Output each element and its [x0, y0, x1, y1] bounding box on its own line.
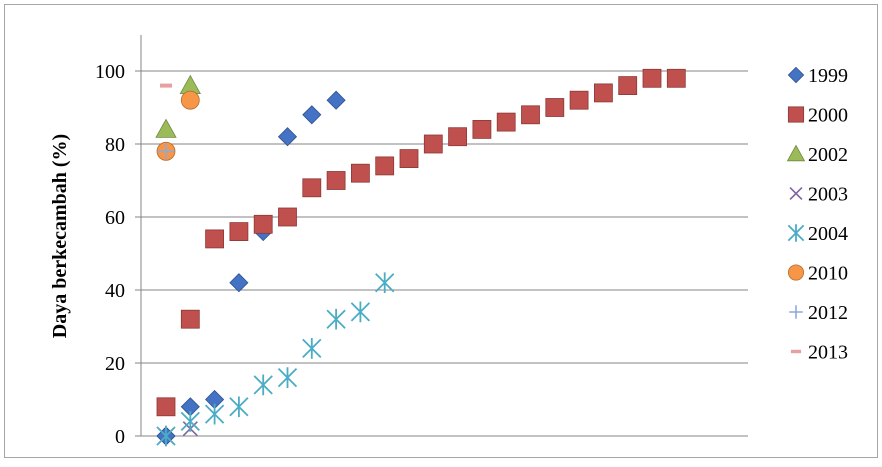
legend-marker-1999: [787, 66, 805, 84]
legend-item-2012: 2012: [789, 302, 848, 324]
point-2004-7: [302, 338, 322, 359]
legend-item-2003: 2003: [789, 184, 848, 206]
y-tick-label: 20: [105, 353, 125, 375]
point-2004-8: [326, 308, 346, 330]
point-2004-4: [229, 396, 249, 418]
legend-marker-2010: [787, 264, 805, 281]
legend-label: 2013: [808, 342, 848, 364]
point-2000-16: [521, 105, 540, 125]
point-2004-10: [375, 272, 395, 294]
point-2000-2: [180, 309, 200, 329]
point-1999-8: [302, 105, 322, 125]
point-2004-1: [156, 425, 176, 447]
legend-item-2010: 2010: [787, 263, 848, 285]
point-2000-9: [350, 163, 370, 183]
y-tick-label: 60: [105, 207, 125, 229]
y-tick-label: 0: [115, 426, 125, 448]
legend-label: 2000: [808, 105, 848, 127]
legend-label: 2002: [808, 144, 848, 166]
legend-marker-2000: [787, 106, 805, 123]
point-2000-10: [375, 156, 395, 176]
legend-item-1999: 1999: [787, 65, 848, 87]
point-2000-13: [448, 127, 468, 147]
legend-label: 2010: [808, 263, 848, 285]
point-2000-21: [642, 68, 662, 88]
point-2000-11: [399, 149, 419, 169]
legend-marker-2012: [789, 305, 803, 319]
legend-item-2002: 2002: [786, 144, 848, 166]
gridlines: [141, 70, 748, 364]
point-2000-14: [472, 120, 492, 139]
legend-item-2013: 2013: [790, 342, 848, 364]
y-tick-label: 100: [95, 61, 125, 83]
point-2012-1: [158, 143, 174, 160]
point-2000-20: [618, 76, 638, 95]
point-2004-9: [350, 301, 371, 323]
point-2004-5: [253, 374, 273, 396]
point-2010-2: [180, 90, 200, 110]
point-2000-6: [278, 207, 297, 227]
legend-label: 2004: [808, 223, 848, 245]
point-2000-4: [229, 222, 249, 242]
point-2000-22: [666, 68, 686, 88]
point-2000-1: [156, 397, 176, 417]
point-2000-7: [302, 178, 322, 198]
legend-marker-2003: [789, 186, 803, 201]
point-2000-3: [205, 229, 225, 249]
legend-marker-2004: [787, 224, 805, 242]
point-1999-7: [277, 127, 298, 147]
legend-item-2004: 2004: [787, 223, 848, 245]
legend-item-2000: 2000: [787, 105, 848, 127]
legend: 1999 2000 2002 2003 2004 2010 2012 2013: [786, 65, 848, 364]
point-2004-6: [277, 367, 298, 388]
point-2000-12: [423, 134, 443, 154]
point-2000-8: [326, 171, 346, 190]
data-points: [155, 68, 686, 447]
point-2000-17: [545, 98, 565, 117]
point-1999-9: [326, 90, 346, 110]
point-2004-2: [180, 411, 200, 432]
series-2012: [158, 143, 174, 160]
series-2013: [160, 83, 172, 88]
point-2000-15: [496, 112, 516, 132]
point-2000-19: [594, 83, 613, 103]
legend-label: 2003: [808, 184, 848, 206]
point-2000-5: [253, 214, 273, 234]
series-2004: [156, 272, 395, 447]
series-2000: [156, 68, 686, 417]
y-axis-title: Daya berkecambah (%): [49, 134, 71, 338]
point-2013-1: [160, 83, 172, 88]
legend-marker-2002: [786, 144, 806, 162]
y-axis-ticks: 0 20 40 60 80 100: [95, 61, 141, 448]
chart-border: [4, 4, 878, 458]
legend-label: 1999: [808, 65, 848, 87]
point-2000-18: [569, 90, 589, 110]
point-2002-1: [155, 118, 177, 138]
point-2004-3: [204, 403, 225, 425]
y-tick-label: 80: [105, 134, 125, 156]
point-1999-5: [229, 273, 249, 293]
legend-marker-2013: [790, 349, 802, 354]
series-2010: [156, 90, 200, 161]
y-tick-label: 40: [105, 280, 125, 302]
legend-label: 2012: [808, 302, 848, 324]
